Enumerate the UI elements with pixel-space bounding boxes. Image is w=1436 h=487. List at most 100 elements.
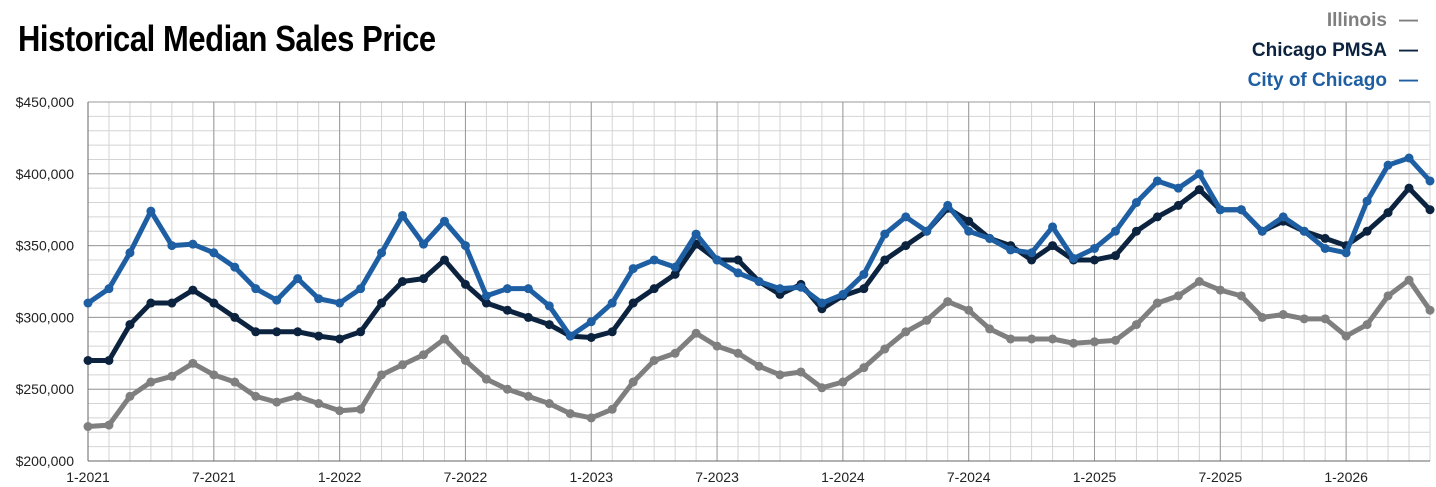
series-city-of-chicago — [83, 153, 1435, 341]
x-tick-label: 7-2024 — [947, 469, 991, 485]
data-point-city-of-chicago — [985, 233, 995, 243]
data-point-illinois — [607, 404, 617, 414]
data-point-city-of-chicago — [1110, 226, 1120, 236]
data-point-city-of-chicago — [1173, 183, 1183, 193]
data-point-city-of-chicago — [1152, 176, 1162, 186]
x-tick-label: 1-2021 — [66, 469, 110, 485]
legend-label-chicago-pmsa: Chicago PMSA — [1251, 40, 1387, 61]
data-point-illinois — [502, 384, 512, 394]
data-point-illinois — [188, 358, 198, 368]
data-point-city-of-chicago — [712, 255, 722, 265]
data-point-illinois — [817, 383, 827, 393]
data-point-illinois — [544, 399, 554, 409]
data-point-chicago-pmsa — [964, 216, 974, 226]
chart-title: Historical Median Sales Price — [18, 18, 436, 59]
data-point-illinois — [377, 370, 387, 380]
data-point-city-of-chicago — [607, 298, 617, 308]
data-point-chicago-pmsa — [544, 320, 554, 330]
data-point-city-of-chicago — [733, 268, 743, 278]
data-point-chicago-pmsa — [523, 312, 533, 322]
data-point-city-of-chicago — [125, 248, 135, 258]
x-tick-label: 1-2022 — [318, 469, 362, 485]
data-point-chicago-pmsa — [83, 355, 93, 365]
data-point-city-of-chicago — [209, 248, 219, 258]
x-axis-tick-labels: 1-2021 7-2021 1-2022 7-2022 1-2023 7-2023 1-20… — [66, 469, 1368, 485]
data-point-illinois — [1236, 291, 1246, 301]
data-point-chicago-pmsa — [272, 327, 282, 337]
legend-item-chicago-pmsa: Chicago PMSA — — [1248, 36, 1418, 66]
data-point-city-of-chicago — [1404, 153, 1414, 163]
data-point-illinois — [1027, 334, 1037, 344]
data-point-city-of-chicago — [146, 206, 156, 216]
data-point-chicago-pmsa — [1425, 205, 1435, 215]
data-point-illinois — [1069, 338, 1079, 348]
data-point-city-of-chicago — [230, 262, 240, 272]
data-point-city-of-chicago — [419, 239, 428, 249]
data-point-illinois — [1341, 331, 1351, 341]
data-point-city-of-chicago — [1362, 196, 1372, 206]
data-point-illinois — [419, 350, 428, 360]
x-tick-label: 1-2024 — [821, 469, 865, 485]
data-point-illinois — [1048, 334, 1058, 344]
data-point-illinois — [230, 377, 240, 387]
data-point-chicago-pmsa — [104, 355, 114, 365]
data-point-chicago-pmsa — [356, 327, 366, 337]
data-point-illinois — [356, 404, 366, 414]
data-point-illinois — [104, 420, 114, 430]
data-point-chicago-pmsa — [1362, 226, 1372, 236]
data-point-illinois — [754, 361, 764, 371]
data-point-chicago-pmsa — [230, 312, 240, 322]
data-point-illinois — [1257, 312, 1267, 322]
data-point-city-of-chicago — [859, 269, 869, 279]
data-point-city-of-chicago — [460, 241, 470, 251]
data-point-chicago-pmsa — [1090, 255, 1099, 265]
data-point-illinois — [1404, 275, 1414, 285]
legend-label-city-of-chicago: City of Chicago — [1247, 70, 1387, 91]
data-point-chicago-pmsa — [209, 298, 219, 308]
data-point-city-of-chicago — [565, 331, 575, 341]
data-point-illinois — [439, 334, 449, 344]
data-point-chicago-pmsa — [146, 298, 156, 308]
data-point-illinois — [1173, 291, 1183, 301]
data-point-illinois — [481, 374, 491, 384]
data-point-chicago-pmsa — [481, 298, 491, 308]
data-point-city-of-chicago — [398, 210, 408, 220]
data-point-chicago-pmsa — [1194, 185, 1204, 195]
data-point-chicago-pmsa — [314, 331, 324, 341]
data-point-illinois — [880, 344, 890, 354]
data-point-city-of-chicago — [1027, 248, 1037, 258]
data-point-city-of-chicago — [901, 212, 911, 222]
y-tick-label: $250,000 — [16, 381, 75, 397]
data-point-city-of-chicago — [1425, 176, 1435, 186]
data-point-chicago-pmsa — [251, 327, 261, 337]
data-point-city-of-chicago — [1215, 205, 1225, 215]
data-point-city-of-chicago — [377, 248, 387, 258]
data-point-illinois — [922, 315, 932, 325]
data-point-illinois — [796, 367, 806, 377]
data-point-illinois — [1131, 320, 1141, 330]
data-point-city-of-chicago — [1236, 205, 1246, 215]
data-point-city-of-chicago — [104, 284, 114, 294]
data-point-city-of-chicago — [356, 284, 366, 294]
data-point-illinois — [83, 422, 93, 432]
data-point-illinois — [670, 348, 680, 358]
data-point-chicago-pmsa — [880, 255, 890, 265]
data-point-chicago-pmsa — [419, 274, 428, 284]
data-point-illinois — [1362, 320, 1372, 330]
data-point-chicago-pmsa — [167, 298, 177, 308]
data-point-city-of-chicago — [1069, 254, 1079, 264]
data-point-illinois — [712, 341, 722, 351]
data-point-city-of-chicago — [1383, 160, 1393, 170]
data-point-illinois — [628, 377, 638, 387]
data-point-city-of-chicago — [544, 301, 554, 311]
data-point-illinois — [775, 370, 785, 380]
data-point-chicago-pmsa — [859, 284, 869, 294]
data-point-illinois — [985, 324, 995, 334]
data-point-chicago-pmsa — [1404, 183, 1414, 193]
legend-swatch-chicago-pmsa: — — [1399, 40, 1418, 61]
x-tick-label: 7-2023 — [695, 469, 739, 485]
data-point-city-of-chicago — [754, 277, 764, 286]
data-point-chicago-pmsa — [607, 327, 617, 337]
data-point-chicago-pmsa — [649, 284, 659, 294]
